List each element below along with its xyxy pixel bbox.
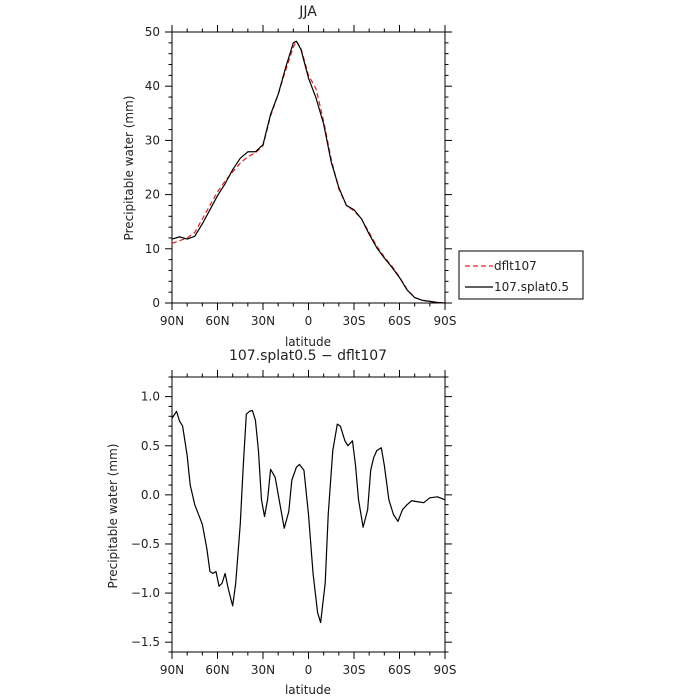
y-tick-label: 1.0 xyxy=(141,390,160,404)
y-tick-labels: 0 10 20 30 40 50 xyxy=(145,25,160,310)
legend-label-splat: 107.splat0.5 xyxy=(494,280,569,294)
y-tick-labels: −1.5 −1.0 −0.5 0.0 0.5 1.0 xyxy=(131,390,160,650)
x-axis-label: latitude xyxy=(285,683,331,697)
x-tick-label: 60S xyxy=(388,663,411,677)
panel-bottom: 107.splat0.5 − dflt107 90N 60N 30N 0 30S 60S 9… xyxy=(106,348,456,697)
y-tick-label: 30 xyxy=(145,133,160,147)
x-tick-label: 30N xyxy=(251,663,275,677)
x-tick-label: 60N xyxy=(205,314,229,328)
x-tick-label: 90S xyxy=(434,663,457,677)
y-tick-label: 0 xyxy=(152,296,160,310)
series-layer xyxy=(171,40,446,304)
x-tick-labels: 90N 60N 30N 0 30S 60S 90S xyxy=(160,663,457,677)
y-tick-label: 50 xyxy=(145,25,160,39)
x-tick-label: 30S xyxy=(343,663,366,677)
y-axis-label: Precipitable water (mm) xyxy=(106,444,120,589)
x-tick-label: 90S xyxy=(434,314,457,328)
x-axis-label: latitude xyxy=(285,335,331,349)
y-tick-label: −0.5 xyxy=(131,537,160,551)
x-tick-label: 30N xyxy=(251,314,275,328)
tick-marks xyxy=(165,25,452,310)
chart-title: JJA xyxy=(298,4,317,20)
y-tick-label: −1.5 xyxy=(131,635,160,649)
series-line-difference xyxy=(171,409,446,624)
y-axis-label: Precipitable water (mm) xyxy=(122,96,136,241)
series-line-dflt107 xyxy=(171,40,446,304)
y-tick-label: 0.5 xyxy=(141,439,160,453)
x-tick-label: 90N xyxy=(160,314,184,328)
plot-frame xyxy=(171,31,446,304)
panel-top: JJA 90N 60N 30N 0 30S 60S 90S 0 10 20 30 40 50 lati… xyxy=(122,4,456,349)
x-tick-label: 60N xyxy=(205,663,229,677)
x-tick-label: 0 xyxy=(305,663,313,677)
y-tick-label: 0.0 xyxy=(141,488,160,502)
x-tick-label: 30S xyxy=(343,314,366,328)
x-tick-label: 0 xyxy=(305,314,313,328)
legend: dflt107 107.splat0.5 xyxy=(458,250,584,300)
series-layer xyxy=(171,409,446,624)
y-tick-label: 40 xyxy=(145,79,160,93)
legend-label-dflt107: dflt107 xyxy=(494,259,537,273)
tick-marks xyxy=(165,370,452,659)
y-tick-label: 10 xyxy=(145,242,160,256)
chart-title: 107.splat0.5 − dflt107 xyxy=(229,348,387,364)
y-tick-label: 20 xyxy=(145,188,160,202)
series-line-107-splat0-5 xyxy=(171,40,446,304)
x-tick-label: 90N xyxy=(160,663,184,677)
legend-box xyxy=(458,250,584,300)
x-tick-labels: 90N 60N 30N 0 30S 60S 90S xyxy=(160,314,457,328)
y-tick-label: −1.0 xyxy=(131,586,160,600)
x-tick-label: 60S xyxy=(388,314,411,328)
